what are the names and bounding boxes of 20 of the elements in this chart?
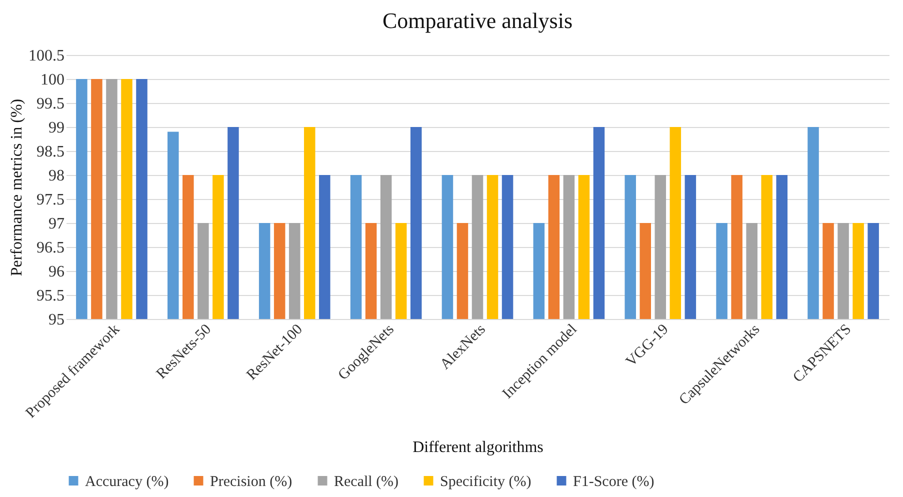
y-tick-label: 97 — [48, 216, 64, 232]
y-tick-label: 98 — [48, 168, 64, 184]
legend-label: Precision (%) — [210, 474, 292, 490]
y-tick-label: 99.5 — [36, 96, 64, 112]
y-tick-label: 98.5 — [36, 144, 64, 160]
y-tick-label: 100.5 — [28, 48, 64, 64]
y-tick-label: 96 — [48, 264, 64, 280]
y-tick-label: 95.5 — [36, 288, 64, 304]
legend-label: F1-Score (%) — [573, 474, 654, 490]
y-tick-label: 96.5 — [36, 240, 64, 256]
legend-label: Recall (%) — [334, 474, 399, 490]
y-tick-label: 100 — [40, 72, 64, 88]
y-tick-label: 97.5 — [36, 192, 64, 208]
legend-label: Accuracy (%) — [85, 474, 169, 490]
chart-title: Comparative analysis — [382, 8, 573, 33]
legend-label: Specificity (%) — [440, 474, 532, 490]
y-tick-label: 95 — [48, 312, 64, 328]
x-axis-title: Different algorithms — [412, 438, 544, 456]
y-axis-title: Performance metrics in (%) — [8, 98, 26, 276]
y-tick-label: 99 — [48, 120, 64, 136]
